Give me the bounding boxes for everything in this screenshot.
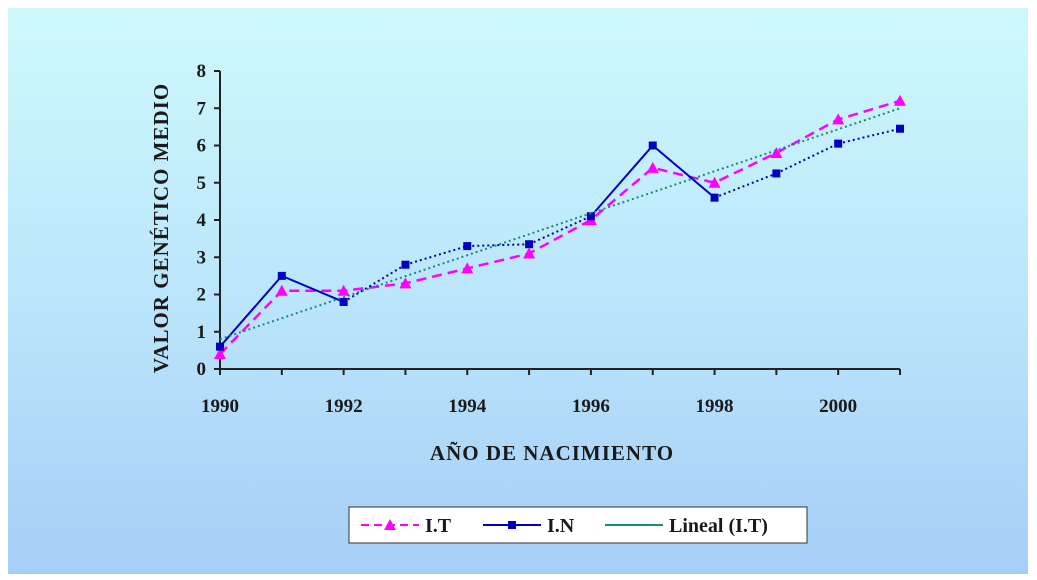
x-tick-label: 1992 [325,396,363,417]
series-line-segment [405,245,468,266]
data-point [525,240,534,249]
data-point [275,284,288,296]
data-point [772,169,781,178]
y-tick-label: 6 [197,136,207,157]
series-line [219,99,901,355]
series-0 [214,94,906,360]
y-tick-label: 5 [197,173,207,194]
data-point [339,297,348,306]
series-line-segment [528,215,592,246]
data-point [586,212,595,221]
legend-box [348,506,808,544]
x-axis-title: AÑO DE NACIMIENTO [430,441,674,465]
data-point [399,277,412,289]
data-point [770,146,783,158]
series-line-segment [343,263,406,303]
data-point [216,342,224,351]
data-point [337,284,350,296]
data-point [401,260,410,269]
y-tick-label: 0 [197,359,207,380]
legend-label: I.N [547,515,575,537]
data-point [523,247,536,259]
legend-label: Lineal (I.T) [669,515,768,537]
data-point [710,193,719,202]
legend-swatch-marker [384,519,396,530]
series-line-segment [775,142,839,175]
data-point [277,271,286,280]
series-line-segment [467,243,530,248]
chart-panel: 0 1 2 3 4 5 6 7 8 1990 1992 1994 1996 1998 2000 VALOR … [8,8,1028,574]
y-tick-label: 2 [197,285,207,306]
legend-label: I.T [425,515,452,537]
series-line-segment [837,127,901,145]
x-tick-label: 1996 [572,396,610,417]
line-chart: 0 1 2 3 4 5 6 7 8 1990 1992 1994 1996 1998 2000 VALOR … [149,61,906,544]
axes [219,71,900,370]
data-point [461,262,474,274]
x-tick-label: 2000 [819,396,857,417]
data-point [894,94,906,106]
y-tick-label: 3 [197,247,207,268]
y-tick-label: 4 [197,210,207,231]
series-line-segment [219,275,283,348]
data-point [463,242,472,251]
data-point [708,176,721,188]
data-point [896,124,904,133]
series-line [219,107,901,341]
x-tick-label: 1994 [448,396,487,417]
x-tick-label: 1998 [696,396,734,417]
data-point [834,139,843,148]
legend: I.T I.N Lineal (I.T) [348,506,808,544]
data-point [646,161,659,173]
series-line-segment [652,144,716,199]
series-1 [216,124,904,351]
series-line-segment [590,144,654,217]
data-point [648,141,657,150]
ticks-layer: 0 1 2 3 4 5 6 7 8 1990 1992 1994 1996 1998 2000 [197,61,901,417]
series-line-segment [714,172,777,199]
y-tick-label: 1 [197,322,207,343]
data-point [832,113,845,125]
series-2 [219,107,901,341]
y-tick-label: 7 [197,98,207,119]
y-axis-title: VALOR GENÉTICO MEDIO [149,83,173,373]
legend-swatch-marker [508,521,516,529]
x-tick-label: 1990 [201,396,239,417]
series-line-segment [281,274,345,303]
y-tick-label: 8 [197,61,207,82]
series-layer [214,94,906,360]
data-point [214,348,226,360]
